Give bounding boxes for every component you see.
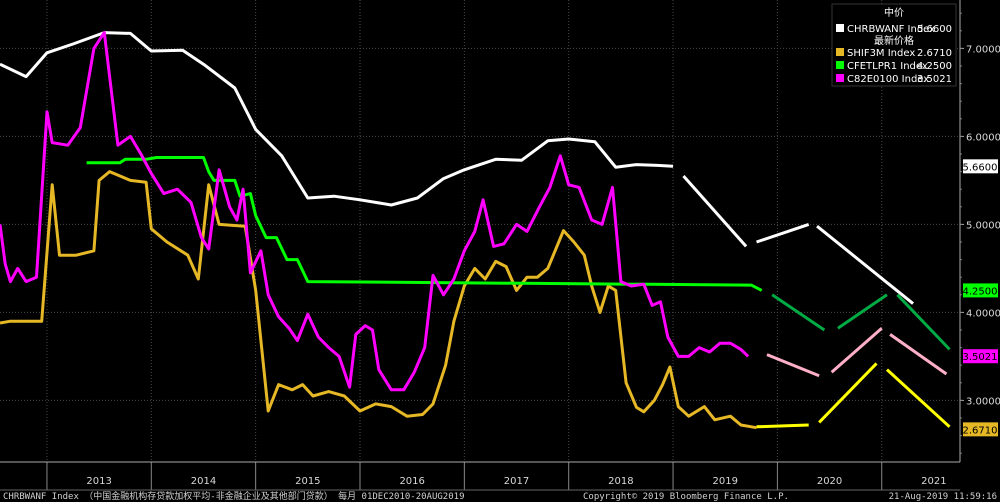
footer-timestamp: 21-Aug-2019 11:59:16 [889, 492, 997, 502]
last-value-tags: 5.6600 2.6710 4.2500 3.5021 [963, 159, 998, 437]
last-value-tag-3 [963, 349, 998, 364]
legend-swatch-0 [836, 24, 844, 32]
last-value-label-3: 3.5021 [963, 352, 998, 363]
x-tick-label: 2013 [86, 476, 111, 487]
legend-swatch-1 [836, 48, 844, 56]
last-value-label-1: 2.6710 [963, 425, 998, 436]
last-value-tag-2 [963, 283, 998, 298]
legend-header-1: 中价 [884, 6, 904, 19]
footer-source: CHRBWANF Index （中国金融机构存贷款加权平均-非金融企业及其他部门… [3, 490, 465, 502]
forecast-segment-2-0 [771, 293, 826, 332]
legend-series-name-1: SHIF3M Index [847, 48, 915, 59]
forecast-segment-1-0 [756, 423, 809, 429]
x-tick-label: 2020 [817, 476, 842, 487]
y-tick-label: 4.0000 [966, 308, 1000, 319]
legend-swatch-2 [836, 61, 844, 69]
forecast-segment-3-0 [766, 353, 820, 378]
x-tick-label: 2015 [295, 476, 320, 487]
forecast-segments [682, 175, 951, 429]
last-value-label-0: 5.6600 [963, 162, 998, 173]
last-value-tag-0 [963, 159, 998, 174]
last-value-label-2: 4.2500 [963, 286, 998, 297]
forecast-segment-2-1 [837, 293, 888, 330]
legend-series-value-0: 5.6600 [917, 24, 952, 35]
series-line-3 [0, 31, 750, 392]
y-tick-label: 3.0000 [966, 396, 1000, 407]
forecast-segment-0-2 [816, 224, 914, 305]
x-tick-label: 2021 [921, 476, 946, 487]
legend-swatch-3 [836, 74, 844, 82]
forecast-segment-0-1 [756, 222, 810, 244]
legend-series-name-2: CFETLPR1 Index [847, 61, 928, 72]
grid [0, 0, 960, 462]
last-value-tag-1 [963, 422, 998, 437]
legend-series-name-3: C82E0100 Index [847, 74, 929, 85]
forecast-segment-3-2 [889, 333, 948, 376]
x-tick-label: 2017 [504, 476, 529, 487]
y-tick-label: 6.0000 [966, 132, 1000, 143]
legend-series-value-3: 3.5021 [917, 74, 952, 85]
legend-series-value-1: 2.6710 [917, 48, 952, 59]
series-line-0 [0, 31, 674, 207]
y-tick-label: 5.0000 [966, 220, 1000, 231]
legend-series-value-2: 4.2500 [917, 61, 952, 72]
legend-box [831, 3, 957, 87]
series-line-2 [86, 156, 763, 292]
footer-copyright: Copyright© 2019 Bloomberg Finance L.P. [583, 492, 789, 502]
x-tick-label: 2019 [712, 476, 737, 487]
forecast-segment-1-1 [818, 362, 878, 424]
x-tick-label: 2018 [608, 476, 633, 487]
forecast-segment-3-1 [830, 327, 883, 374]
legend-series-name-0: CHRBWANF Index [847, 24, 935, 35]
legend-header-2: 最新价格 [874, 34, 914, 47]
y-tick-label: 7.0000 [966, 44, 1000, 55]
x-tick-label: 2016 [399, 476, 424, 487]
axes: 2013 2014 2015 2016 2017 2018 2019 2020 2021 3.00… [0, 0, 1000, 491]
footer: CHRBWANF Index （中国金融机构存贷款加权平均-非金融企业及其他部门… [3, 490, 997, 502]
series-lines [0, 31, 763, 430]
forecast-segment-2-2 [896, 293, 951, 351]
x-tick-label: 2014 [191, 476, 216, 487]
forecast-segment-0-0 [682, 175, 748, 248]
forecast-segment-1-2 [885, 368, 951, 428]
series-line-1 [0, 170, 757, 430]
